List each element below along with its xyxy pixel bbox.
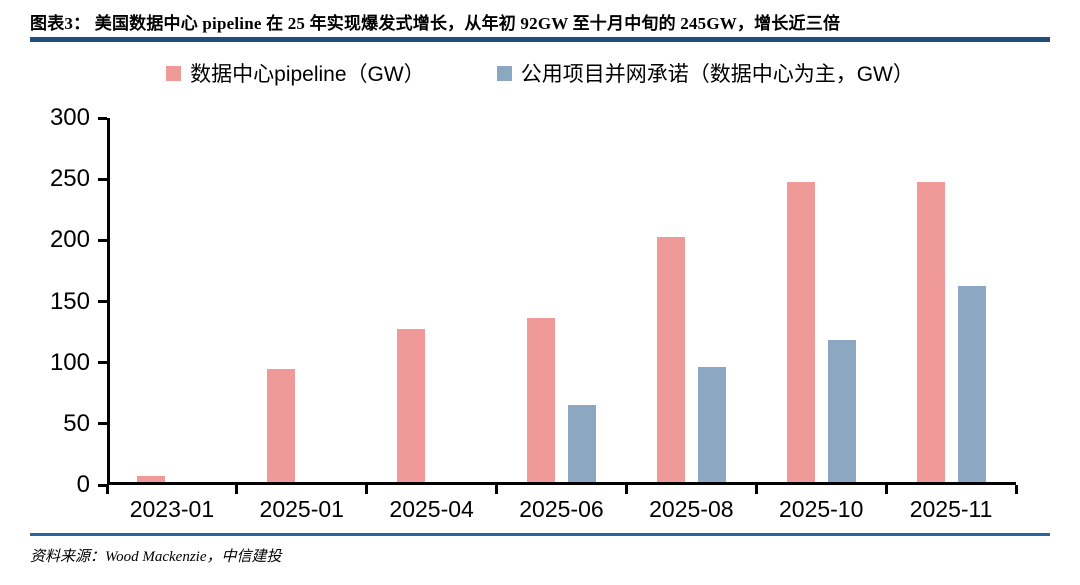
x-tick-mark	[365, 485, 369, 494]
y-tick-label: 300	[49, 104, 90, 131]
x-tick-label: 2025-01	[259, 496, 344, 522]
category-group-2025-04	[367, 118, 497, 482]
y-tick-label: 100	[49, 348, 90, 376]
bar-grid-commitment-2025-06	[567, 404, 596, 482]
title-divider	[30, 37, 1050, 42]
bar-pipeline-2025-11	[916, 182, 945, 482]
y-tick-mark	[98, 238, 107, 242]
category-group-2025-08	[626, 118, 756, 482]
y-tick-label: 0	[76, 471, 90, 498]
bar-pipeline-2025-08	[656, 237, 685, 482]
footer-divider	[30, 533, 1050, 536]
bar-grid-commitment-2025-08	[697, 367, 726, 482]
category-group-2023-01	[107, 118, 237, 482]
y-tick-label: 150	[49, 287, 90, 315]
y-tick-label: 250	[49, 165, 90, 193]
bar-grid-commitment-2025-10	[827, 340, 856, 482]
bar-pipeline-2025-10	[786, 182, 815, 482]
category-group-2025-11	[886, 118, 1016, 482]
y-tick-mark	[98, 300, 107, 303]
y-tick-mark	[98, 116, 107, 120]
bar-pipeline-2025-06	[526, 318, 555, 482]
bar-pipeline-2025-04	[397, 329, 426, 482]
x-tick-mark	[754, 485, 758, 494]
figure-title: 图表3： 美国数据中心 pipeline 在 25 年实现爆发式增长，从年初 9…	[30, 14, 841, 33]
legend-item-1: 公用项目并网承诺（数据中心为主，GW）	[496, 58, 914, 88]
y-tick-mark	[98, 361, 107, 365]
x-tick-label: 2025-08	[649, 496, 734, 522]
x-tick-mark	[884, 485, 888, 494]
legend-swatch-icon	[166, 65, 182, 81]
x-tick-label: 2025-06	[519, 496, 604, 522]
bar-pipeline-2023-01	[137, 475, 166, 482]
bar-pipeline-2025-01	[267, 369, 296, 482]
category-group-2025-06	[497, 118, 627, 482]
bar-grid-commitment-2025-11	[957, 286, 986, 482]
y-tick-label: 50	[63, 409, 90, 437]
y-tick-label: 200	[49, 226, 90, 254]
x-tick-label: 2025-10	[778, 496, 864, 522]
x-tick-mark	[1014, 485, 1018, 494]
y-tick-mark	[98, 483, 107, 487]
x-tick-mark	[105, 485, 109, 494]
legend-swatch-icon	[496, 65, 512, 81]
x-tick-mark	[235, 485, 239, 494]
category-group-2025-10	[756, 118, 886, 482]
source-note: 资料来源：Wood Mackenzie，中信建投	[30, 549, 282, 565]
y-tick-mark	[98, 177, 107, 181]
category-group-2025-01	[237, 118, 367, 482]
y-tick-mark	[98, 422, 107, 426]
x-tick-label: 2025-04	[389, 496, 474, 522]
plot-area	[107, 118, 1016, 485]
x-tick-mark	[624, 485, 628, 494]
legend-label: 数据中心pipeline（GW）	[190, 63, 425, 86]
chart-legend: 数据中心pipeline（GW） 公用项目并网承诺（数据中心为主，GW）	[0, 58, 1080, 88]
x-tick-label: 2023-01	[129, 496, 215, 522]
x-tick-mark	[495, 485, 499, 494]
legend-item-0: 数据中心pipeline（GW）	[166, 58, 425, 88]
legend-label: 公用项目并网承诺（数据中心为主，GW）	[520, 63, 914, 86]
x-tick-label: 2025-11	[909, 496, 993, 522]
